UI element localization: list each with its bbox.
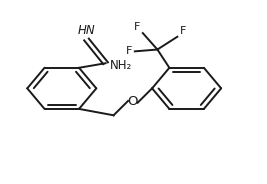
Text: O: O (128, 95, 138, 108)
Text: F: F (126, 46, 133, 56)
Text: F: F (179, 26, 186, 36)
Text: F: F (134, 22, 141, 32)
Text: HN: HN (78, 24, 95, 37)
Text: NH₂: NH₂ (109, 59, 132, 72)
